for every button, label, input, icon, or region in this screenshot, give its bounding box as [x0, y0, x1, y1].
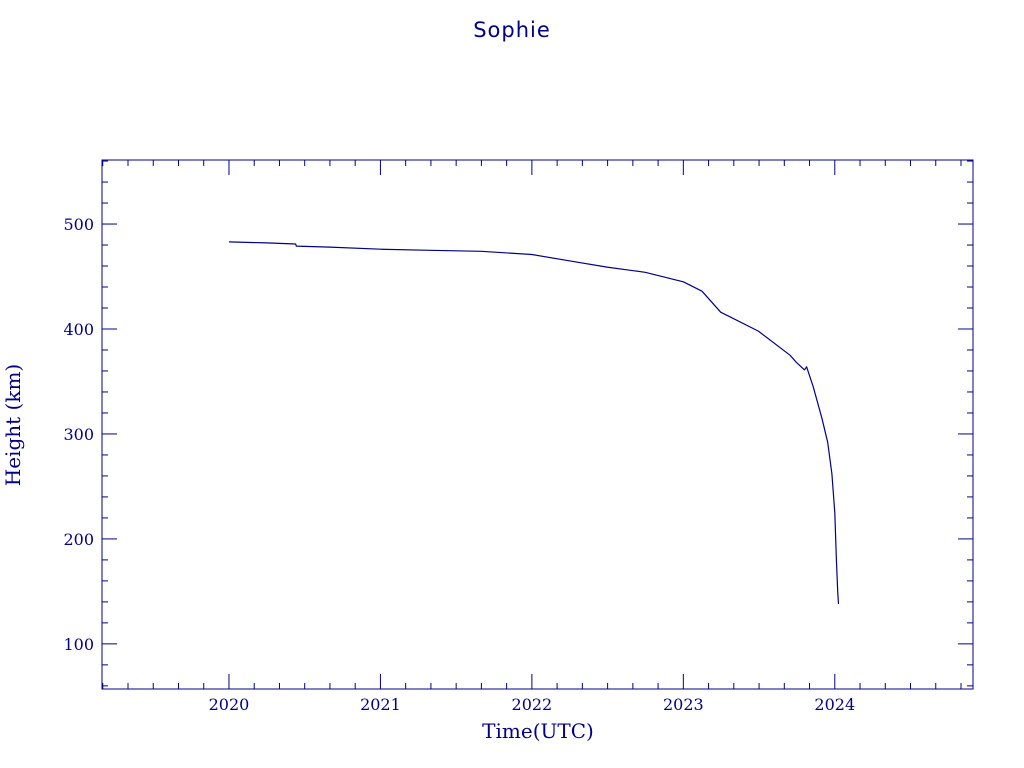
axis-ticks	[102, 160, 973, 689]
plot-frame	[101, 159, 974, 690]
x-tick-label: 2024	[814, 695, 855, 714]
y-tick-label: 100	[63, 635, 94, 654]
y-tick-label: 300	[63, 425, 94, 444]
y-tick-label: 500	[63, 215, 94, 234]
y-tick-label: 400	[63, 320, 94, 339]
chart-title: Sophie	[473, 18, 551, 42]
height-series-line	[228, 241, 840, 605]
x-tick-labels: 2020 2021 2022 2023 2024	[209, 695, 856, 714]
y-tick-labels: 100 200 300 400 500	[63, 215, 94, 654]
x-tick-label: 2021	[360, 695, 401, 714]
y-axis-title: Height (km)	[1, 364, 25, 486]
x-axis-title: Time(UTC)	[482, 719, 594, 743]
y-tick-label: 200	[63, 530, 94, 549]
x-tick-label: 2022	[512, 695, 553, 714]
x-tick-label: 2023	[663, 695, 704, 714]
x-tick-label: 2020	[209, 695, 250, 714]
series-group	[228, 241, 840, 605]
